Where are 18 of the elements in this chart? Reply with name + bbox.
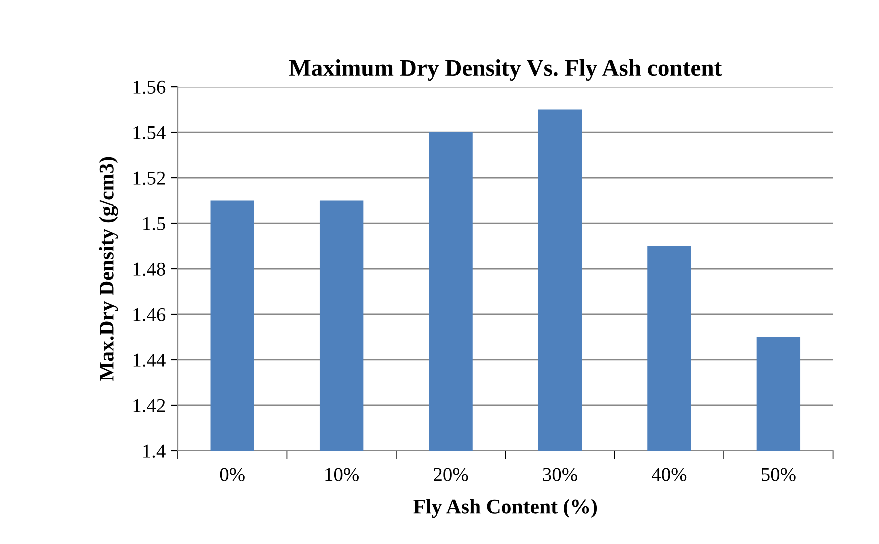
- x-tick-label: 30%: [543, 468, 578, 482]
- y-axis-title: Max.Dry Density (g/cm3): [99, 157, 118, 382]
- x-axis-title: Fly Ash Content (%): [414, 499, 598, 518]
- y-tick-label: 1.54: [134, 126, 166, 140]
- y-tick-label: 1.42: [134, 399, 166, 413]
- y-tick-label: 1.44: [134, 354, 166, 368]
- x-tick-label: 0%: [220, 468, 245, 482]
- y-tick-label: 1.48: [134, 262, 166, 276]
- x-tick-label: 20%: [434, 468, 468, 482]
- y-tick-label: 1.52: [134, 172, 166, 186]
- y-tick-label: 1.5: [144, 217, 166, 231]
- x-tick-label: 50%: [762, 468, 796, 482]
- y-tick-label: 1.4: [144, 444, 166, 458]
- x-tick-label: 10%: [326, 468, 359, 482]
- y-tick-label: 1.46: [134, 308, 166, 322]
- chart-title: Maximum Dry Density Vs. Fly Ash content: [290, 60, 722, 82]
- y-tick-label: 1.56: [134, 80, 166, 94]
- x-tick-label: 40%: [652, 468, 687, 482]
